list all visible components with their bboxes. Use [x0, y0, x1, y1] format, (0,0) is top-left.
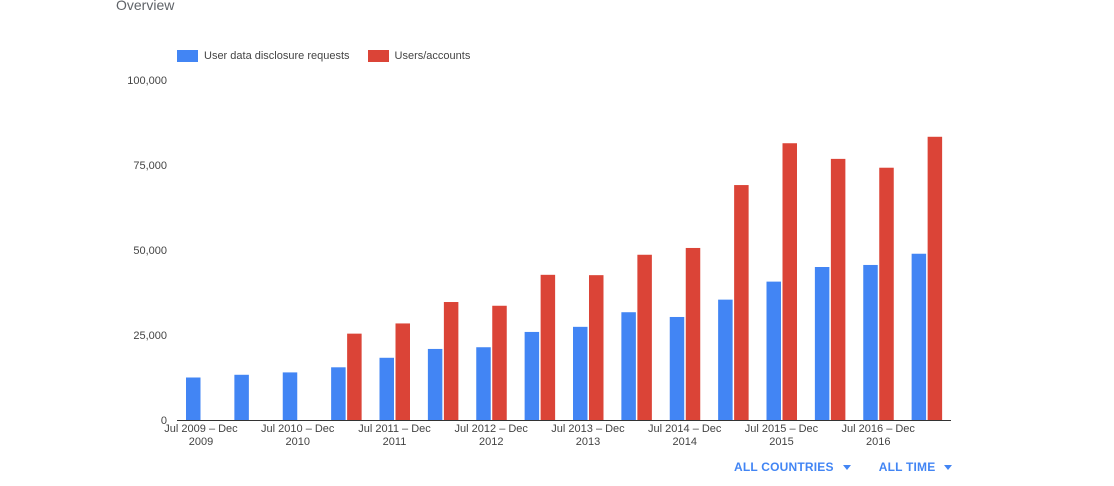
all-time-dropdown[interactable]: ALL TIME	[879, 460, 953, 474]
caret-down-icon	[842, 464, 851, 470]
x-tick-label: 2016	[866, 436, 890, 448]
y-tick-label: 50,000	[133, 245, 167, 257]
y-tick-label: 100,000	[127, 75, 167, 87]
x-tick-label: Jul 2015 – Dec	[745, 423, 819, 435]
bar-accounts	[540, 274, 556, 420]
bar-accounts	[734, 185, 749, 420]
legend-item-accounts: Users/accounts	[367, 50, 471, 62]
bar-accounts	[879, 167, 894, 420]
x-tick-label: 2010	[286, 436, 310, 448]
bar-requests	[621, 312, 636, 420]
x-tick-label: 2014	[673, 436, 697, 448]
bar-accounts	[637, 254, 652, 420]
y-tick-label: 0	[161, 415, 167, 427]
bar-requests	[282, 372, 298, 420]
bar-requests	[427, 348, 443, 420]
bar-accounts	[782, 143, 797, 421]
bar-accounts	[443, 302, 459, 420]
bar-accounts	[395, 323, 410, 420]
x-tick-label: Jul 2009 – Dec	[164, 423, 238, 435]
x-tick-label: 2011	[383, 436, 407, 448]
legend-label-requests: User data disclosure requests	[204, 50, 350, 62]
filter-bar: ALL COUNTRIES ALL TIME	[734, 460, 980, 474]
legend-swatch-requests	[177, 50, 198, 62]
legend-item-requests: User data disclosure requests	[177, 50, 350, 62]
x-tick-label: Jul 2011 – Dec	[358, 423, 431, 435]
bar-requests	[234, 374, 249, 420]
legend-label-accounts: Users/accounts	[394, 50, 471, 62]
bar-accounts	[589, 275, 604, 420]
bar-requests	[573, 326, 588, 420]
x-tick-label: 2015	[769, 436, 793, 448]
bar-requests	[524, 331, 540, 420]
legend-swatch-accounts	[367, 50, 389, 62]
all-countries-dropdown[interactable]: ALL COUNTRIES	[734, 460, 851, 474]
bar-requests	[379, 357, 394, 420]
x-tick-label: Jul 2014 – Dec	[648, 423, 722, 435]
y-tick-label: 25,000	[133, 330, 167, 342]
bar-accounts	[685, 247, 701, 420]
page-title: Overview	[116, 0, 175, 13]
x-tick-label: Jul 2013 – Dec	[551, 423, 625, 435]
bar-requests	[911, 253, 927, 420]
bar-requests	[766, 281, 781, 420]
bar-accounts	[927, 136, 943, 420]
bar-requests	[331, 367, 346, 420]
all-countries-label: ALL COUNTRIES	[734, 460, 834, 474]
bar-requests	[814, 267, 830, 420]
chart-legend: User data disclosure requests Users/acco…	[177, 50, 488, 62]
all-time-label: ALL TIME	[878, 460, 936, 474]
x-tick-label: 2009	[189, 436, 213, 448]
x-tick-label: Jul 2016 – Dec	[842, 423, 916, 435]
y-tick-label: 75,000	[133, 160, 167, 172]
x-tick-label: 2013	[576, 436, 600, 448]
bar-accounts	[347, 333, 362, 420]
bar-requests	[186, 377, 201, 420]
x-tick-label: 2012	[479, 436, 503, 448]
x-tick-label: Jul 2010 – Dec	[261, 423, 335, 435]
bar-requests	[718, 299, 733, 420]
bar-requests	[476, 347, 491, 420]
bar-accounts	[830, 158, 846, 420]
x-tick-label: Jul 2012 – Dec	[455, 423, 529, 435]
bar-requests	[863, 264, 878, 420]
bar-accounts	[492, 305, 507, 420]
bar-requests	[669, 316, 685, 420]
caret-down-icon	[944, 464, 953, 470]
